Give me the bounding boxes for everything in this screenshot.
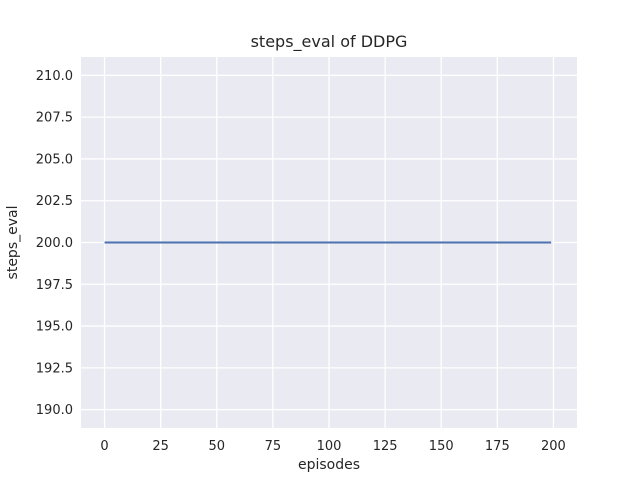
- y-tick-label: 190.0: [36, 403, 73, 418]
- x-tick-label: 175: [485, 439, 510, 454]
- y-tick-label: 210.0: [36, 69, 73, 84]
- x-tick-label: 0: [100, 439, 108, 454]
- chart-title: steps_eval of DDPG: [251, 32, 408, 52]
- x-tick-label: 200: [541, 439, 566, 454]
- x-tick-label: 125: [373, 439, 398, 454]
- tick-labels: 0 25 50 75 100 125 150 175 200 190.0 192.5 195.0 197…: [36, 69, 566, 454]
- x-tick-label: 75: [265, 439, 282, 454]
- y-tick-label: 207.5: [36, 111, 73, 126]
- x-tick-label: 150: [429, 439, 454, 454]
- x-tick-label: 25: [152, 439, 169, 454]
- y-tick-label: 205.0: [36, 152, 73, 167]
- y-tick-label: 200.0: [36, 236, 73, 251]
- y-tick-label: 195.0: [36, 320, 73, 335]
- x-axis-label: episodes: [298, 457, 360, 473]
- x-tick-label: 50: [209, 439, 226, 454]
- x-tick-label: 100: [317, 439, 342, 454]
- y-tick-label: 197.5: [36, 278, 73, 293]
- y-axis-label: steps_eval: [5, 206, 21, 280]
- y-tick-label: 202.5: [36, 194, 73, 209]
- y-tick-label: 192.5: [36, 361, 73, 376]
